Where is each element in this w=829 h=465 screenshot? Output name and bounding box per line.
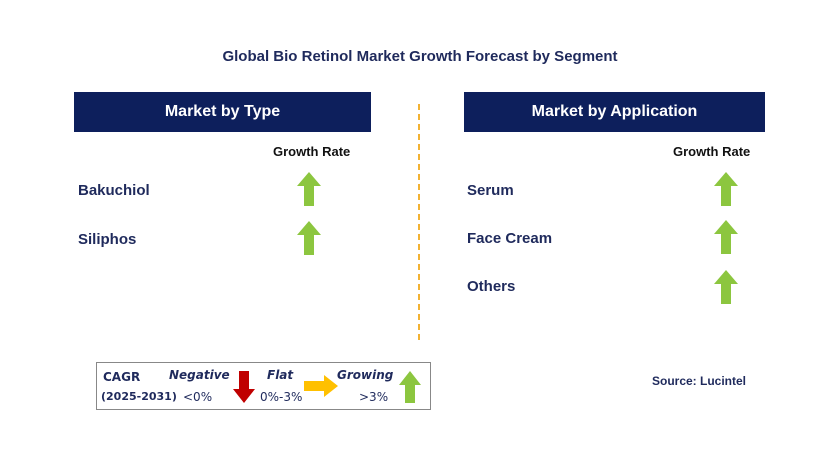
market-by-type-header: Market by Type <box>74 92 371 132</box>
panel-divider <box>418 104 420 340</box>
down-arrow-icon <box>233 371 255 403</box>
market-by-application-header: Market by Application <box>464 92 765 132</box>
application-growth-rate-label: Growth Rate <box>673 144 751 159</box>
legend-flat-label: Flat <box>267 368 294 382</box>
legend-negative-range: <0% <box>183 390 213 404</box>
legend-period: (2025-2031) <box>101 390 177 403</box>
up-arrow-icon <box>297 221 321 255</box>
up-arrow-icon <box>714 172 738 206</box>
application-item-face-cream: Face Cream <box>467 230 553 247</box>
up-arrow-icon <box>399 371 421 403</box>
chart-title: Global Bio Retinol Market Growth Forecas… <box>222 48 618 65</box>
right-arrow-icon <box>304 375 338 397</box>
cagr-legend: CAGR (2025-2031) Negative <0% Flat 0%-3%… <box>96 362 431 410</box>
type-item-siliphos: Siliphos <box>78 231 137 248</box>
legend-cagr-label: CAGR <box>103 370 141 384</box>
type-growth-rate-label: Growth Rate <box>273 144 351 159</box>
legend-growing-label: Growing <box>337 368 394 382</box>
legend-growing-range: >3% <box>359 390 389 404</box>
up-arrow-icon <box>297 172 321 206</box>
up-arrow-icon <box>714 220 738 254</box>
legend-negative-label: Negative <box>169 368 230 382</box>
type-item-bakuchiol: Bakuchiol <box>78 182 150 199</box>
application-item-others: Others <box>467 278 516 295</box>
source-label: Source: Lucintel <box>652 374 747 388</box>
application-item-serum: Serum <box>467 182 514 199</box>
legend-flat-range: 0%-3% <box>260 390 303 404</box>
up-arrow-icon <box>714 270 738 304</box>
